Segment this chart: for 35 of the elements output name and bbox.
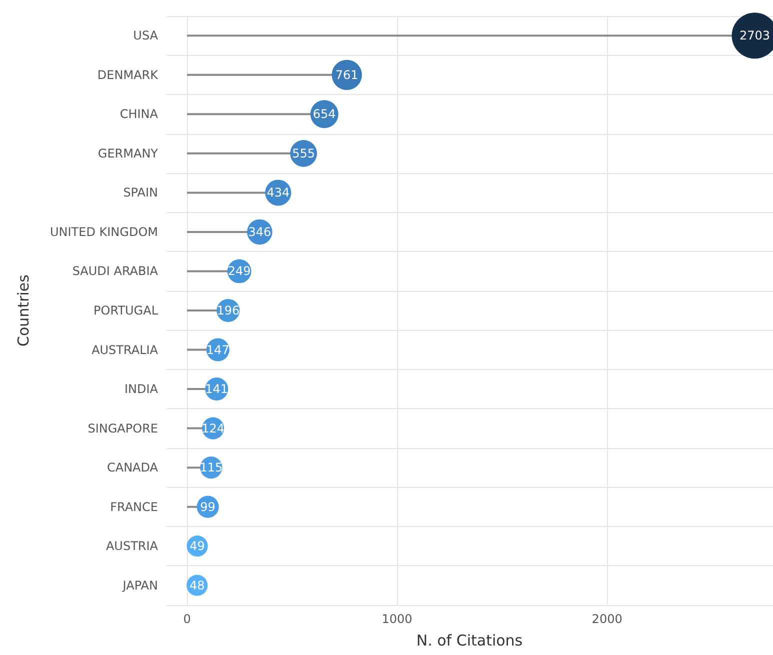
y-tick-label: GERMANY bbox=[98, 146, 159, 160]
y-tick-label: SPAIN bbox=[123, 186, 158, 200]
y-tick-label: AUSTRIA bbox=[106, 539, 159, 554]
y-tick-label: SAUDI ARABIA bbox=[72, 264, 159, 278]
x-tick-label: 0 bbox=[183, 612, 191, 626]
data-label: 115 bbox=[200, 460, 223, 475]
data-label: 196 bbox=[216, 304, 240, 318]
x-tick-label: 1000 bbox=[382, 612, 412, 626]
x-tick-label: 2000 bbox=[592, 612, 622, 626]
y-tick-label: AUSTRALIA bbox=[92, 342, 159, 357]
y-tick-label: INDIA bbox=[124, 382, 159, 396]
y-tick-label: PORTUGAL bbox=[94, 304, 158, 318]
data-label: 141 bbox=[205, 382, 228, 396]
data-label: 654 bbox=[312, 107, 336, 122]
data-label: 48 bbox=[189, 578, 205, 592]
y-tick-label: FRANCE bbox=[110, 500, 158, 514]
y-tick-label: CANADA bbox=[106, 460, 159, 475]
data-label: 147 bbox=[206, 342, 230, 357]
y-tick-label: JAPAN bbox=[122, 578, 158, 592]
data-label: 99 bbox=[200, 500, 216, 514]
data-label: 249 bbox=[228, 264, 251, 278]
x-axis-title: N. of Citations bbox=[416, 632, 523, 650]
y-tick-label: DENMARK bbox=[97, 68, 160, 82]
y-tick-label: SINGAPORE bbox=[88, 421, 158, 436]
data-label: 346 bbox=[248, 224, 272, 239]
y-tick-label: UNITED KINGDOM bbox=[50, 224, 158, 239]
y-tick-label: USA bbox=[133, 28, 159, 43]
data-label: 434 bbox=[266, 186, 290, 200]
data-label: 555 bbox=[292, 146, 316, 160]
data-label: 124 bbox=[202, 421, 224, 436]
y-tick-label: CHINA bbox=[120, 107, 159, 122]
y-axis-title: Countries bbox=[14, 274, 32, 346]
data-label: 49 bbox=[190, 539, 205, 554]
data-label: 761 bbox=[335, 68, 358, 82]
data-label: 2703 bbox=[739, 28, 770, 43]
